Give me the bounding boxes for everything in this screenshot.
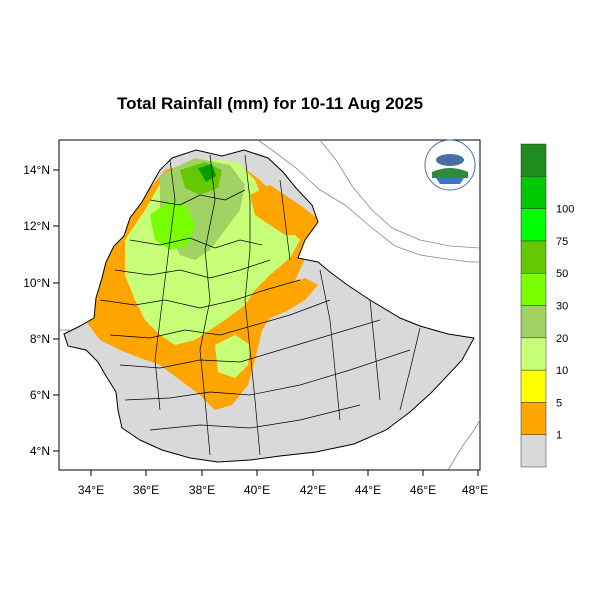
- x-tick-label: 38°E: [189, 483, 215, 497]
- colorbar-swatch: [520, 240, 547, 274]
- country-outline: [63, 149, 475, 463]
- x-tick-label: 40°E: [244, 483, 270, 497]
- y-tick-label: 12°N: [23, 219, 50, 233]
- x-tick-label: 44°E: [355, 483, 381, 497]
- colorbar-swatch: [520, 402, 547, 435]
- colorbar-swatch: [520, 176, 547, 209]
- colorbar-label: 75: [556, 236, 568, 248]
- x-tick-label: 42°E: [300, 483, 326, 497]
- map-title: Total Rainfall (mm) for 10-11 Aug 2025: [116, 94, 424, 113]
- x-axis: [90, 470, 479, 476]
- heavy-rain-area-2: [150, 200, 195, 250]
- y-tick-label: 10°N: [23, 276, 50, 290]
- y-axis: [53, 169, 59, 452]
- colorbar-swatch: [520, 434, 547, 468]
- colorbar-swatch: [520, 208, 547, 242]
- colorbar-label: 50: [556, 268, 568, 280]
- colorbar-swatch: [520, 337, 547, 371]
- light-rain-east-band-2: [265, 278, 318, 318]
- colorbar: 1 5 10 20 30 50 75 100: [520, 143, 574, 468]
- colorbar-label: 100: [556, 204, 574, 216]
- colorbar-swatch: [520, 369, 547, 403]
- y-tick-label: 4°N: [30, 444, 50, 458]
- y-tick-label: 14°N: [23, 163, 50, 177]
- x-tick-label: 34°E: [78, 483, 104, 497]
- colorbar-swatch: [520, 143, 547, 177]
- x-tick-labels: 34°E 36°E 38°E 40°E 42°E 44°E 46°E 48°E: [78, 483, 488, 497]
- colorbar-label: 20: [556, 333, 568, 345]
- colorbar-label: 30: [556, 301, 568, 313]
- y-tick-label: 6°N: [30, 388, 50, 402]
- colorbar-label: 1: [556, 430, 562, 442]
- x-tick-label: 46°E: [410, 483, 436, 497]
- admin-borders: [99, 154, 421, 456]
- colorbar-swatch: [520, 305, 547, 339]
- x-tick-label: 36°E: [133, 483, 159, 497]
- y-tick-labels: 14°N 12°N 10°N 8°N 6°N 4°N: [23, 163, 50, 458]
- neighbour-borders: [59, 139, 481, 471]
- colorbar-label: 5: [556, 397, 562, 409]
- meteorology-agency-logo-icon: [424, 139, 476, 191]
- colorbar-label: 10: [556, 365, 568, 377]
- moderate-rain-south: [215, 335, 250, 378]
- colorbar-swatch: [520, 272, 547, 306]
- y-tick-label: 8°N: [30, 332, 50, 346]
- x-tick-label: 48°E: [462, 483, 488, 497]
